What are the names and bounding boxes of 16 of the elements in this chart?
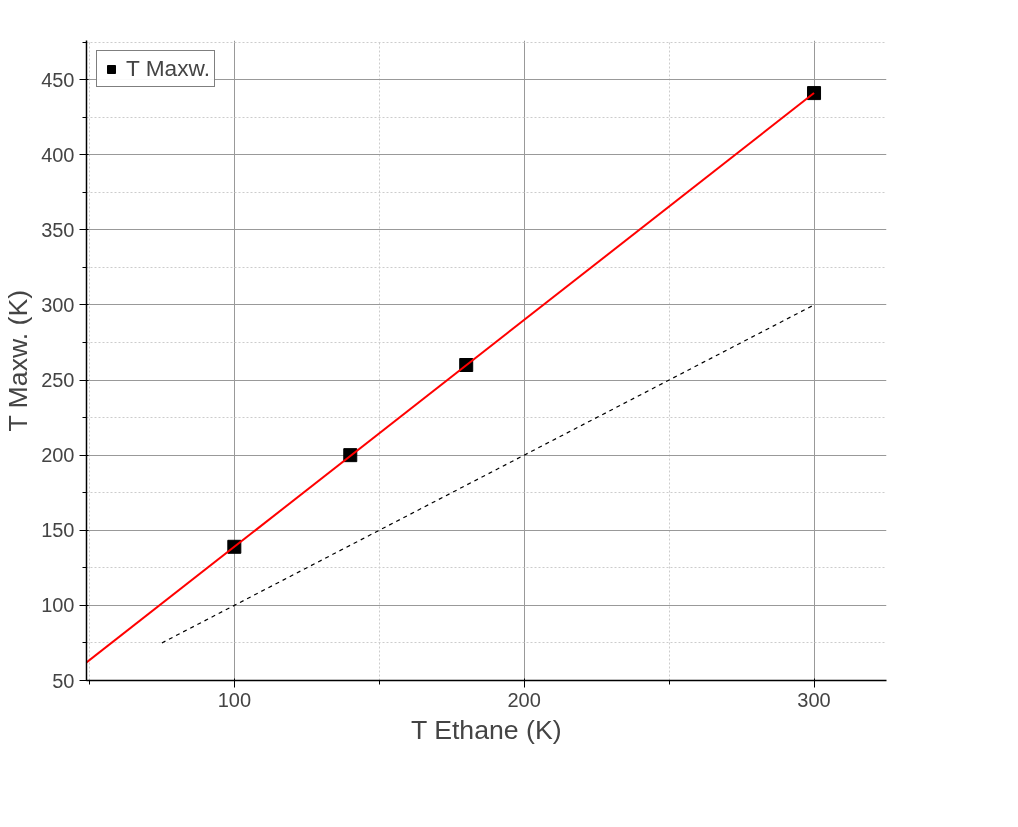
x-tick-label: 100 — [217, 688, 252, 711]
y-axis-title: T Maxw. (K) — [3, 289, 34, 432]
y-tick-label: 200 — [41, 444, 75, 467]
y-tick-label: 250 — [41, 369, 75, 392]
y-tick-label: 300 — [41, 293, 75, 316]
legend-label: T Maxw. — [126, 55, 210, 82]
point — [807, 86, 822, 101]
y-tick-label: 150 — [41, 519, 75, 542]
y-tick-label: 450 — [41, 68, 75, 91]
y-tick-label: 50 — [52, 669, 75, 692]
y-tick-label: 100 — [41, 594, 75, 617]
x-tick-label: 300 — [797, 688, 831, 711]
x-axis-title: T Ethane (K) — [410, 714, 562, 745]
x-tick-label: 200 — [507, 688, 541, 711]
y-tick-label: 400 — [41, 143, 75, 166]
y-tick-label: 350 — [41, 218, 75, 241]
